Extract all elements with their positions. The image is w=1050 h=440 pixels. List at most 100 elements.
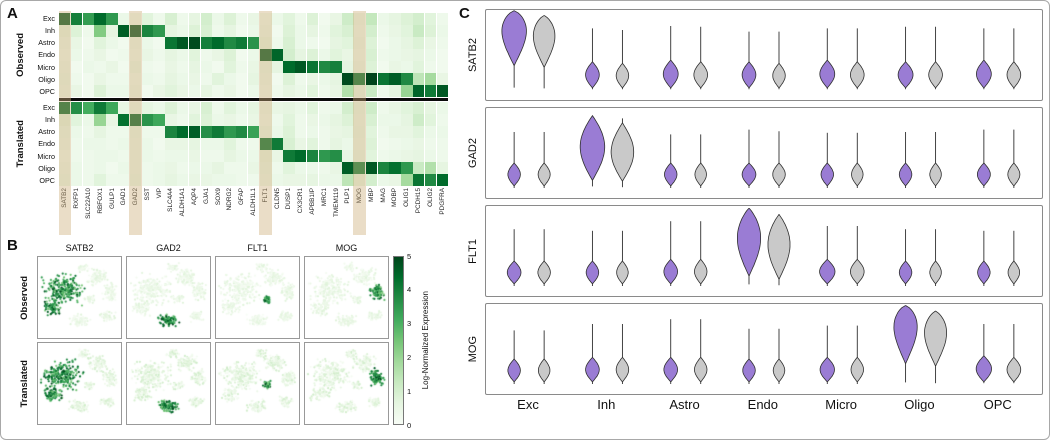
heatmap-row-label: Micro (37, 62, 55, 72)
heatmap-cell (200, 150, 212, 162)
heatmap-cell (295, 162, 307, 174)
heatmap-cell (424, 126, 437, 138)
heatmap-cell (177, 150, 189, 162)
heatmap-cell (188, 61, 201, 73)
gene-column-cell: FLT1 (259, 188, 271, 234)
heatmap-cell (212, 73, 224, 85)
heatmap-cell (70, 85, 83, 97)
heatmap-cell (141, 85, 153, 97)
gene-column-label: MOBP (391, 188, 399, 207)
heatmap-cell (424, 114, 437, 126)
heatmap-cell (318, 37, 330, 49)
heatmap-cell (200, 114, 212, 126)
heatmap-cell (177, 138, 189, 150)
umap-canvas (216, 257, 299, 338)
heatmap-cell (236, 102, 248, 114)
gene-column-label: APBB1IP (308, 188, 316, 215)
heatmap-cell (59, 25, 71, 37)
violin-body (663, 259, 679, 284)
umap-canvas (38, 343, 121, 424)
heatmap-cell (188, 138, 201, 150)
violin-body (849, 61, 865, 88)
heatmap-cell (212, 174, 224, 186)
heatmap-cell (424, 162, 437, 174)
heatmap-cell (59, 162, 71, 174)
heatmap-cell (59, 138, 71, 150)
heatmap-cell (424, 138, 437, 150)
gene-column-label: SST (143, 188, 151, 201)
gene-column-label: RXFP1 (73, 188, 81, 209)
heatmap-cell (212, 37, 224, 49)
heatmap-cell (247, 114, 260, 126)
heatmap-cell (295, 13, 307, 25)
heatmap-cell (306, 114, 319, 126)
heatmap-cell (330, 126, 342, 138)
violin-body (929, 162, 942, 186)
gene-column-cell: GFAP (236, 188, 248, 234)
heatmap-cell (177, 49, 189, 61)
gene-column-label: NDRG2 (226, 188, 234, 211)
heatmap-cell (106, 102, 118, 114)
heatmap-cell (436, 174, 448, 186)
heatmap-cell (295, 85, 307, 97)
heatmap-cell (118, 85, 130, 97)
heatmap-cell (212, 61, 224, 73)
heatmap-cell (401, 114, 413, 126)
heatmap-cell (59, 150, 71, 162)
gene-column-cell: GJA1 (200, 188, 212, 234)
heatmap-cell (283, 174, 295, 186)
heatmap-cell (271, 25, 283, 37)
violin-body (929, 260, 942, 284)
x-axis-label-endo: Endo (747, 397, 779, 412)
heatmap-cell (354, 49, 366, 61)
heatmap-cell (141, 138, 153, 150)
heatmap-cell (271, 85, 283, 97)
heatmap-row-labels-observed: Exc Inh Astro Endo Micro Oligo OPC (29, 13, 57, 97)
violin-body (579, 115, 606, 181)
heatmap-cell (354, 162, 366, 174)
heatmap-cell (247, 126, 260, 138)
heatmap-cell (118, 61, 130, 73)
heatmap-cell (401, 85, 413, 97)
violin-body (897, 61, 914, 88)
gene-column-label: GAD2 (132, 188, 140, 206)
violin-body (772, 63, 786, 88)
heatmap-cell (106, 49, 118, 61)
heatmap-cell (401, 73, 413, 85)
gene-column-cell: TMEM119 (330, 188, 342, 234)
heatmap-row-label: Oligo (38, 74, 55, 84)
heatmap-cell (236, 150, 248, 162)
violin-row-mog (485, 303, 1043, 395)
heatmap-cell (224, 25, 236, 37)
heatmap-cell (153, 126, 165, 138)
heatmap-cell (342, 73, 354, 85)
heatmap-cell (141, 61, 153, 73)
heatmap-cell (389, 73, 401, 85)
heatmap-cell (306, 102, 319, 114)
heatmap-cell (177, 13, 189, 25)
heatmap-cell (165, 162, 177, 174)
gene-column-label: PCDH15 (415, 188, 423, 214)
heatmap-cell (436, 13, 448, 25)
violin-gene-label-text: FLT1 (467, 238, 479, 264)
violin-body (615, 357, 630, 382)
heatmap-cell (342, 61, 354, 73)
heatmap-cell (389, 138, 401, 150)
heatmap-cell (153, 49, 165, 61)
heatmap-cell (413, 126, 425, 138)
colorbar-tick: 1 (407, 386, 412, 396)
heatmap-cell (401, 102, 413, 114)
x-axis-label-exc: Exc (517, 397, 539, 412)
gene-column-cell: SLC22A10 (83, 188, 95, 234)
heatmap-cell (236, 174, 248, 186)
gene-column-cell: PCDH15 (413, 188, 425, 234)
heatmap-cell (118, 25, 130, 37)
gene-column-cell: SATB2 (59, 188, 71, 234)
heatmap-cell (106, 174, 118, 186)
heatmap-cell (354, 13, 366, 25)
heatmap-cell (236, 25, 248, 37)
heatmap-cell (177, 85, 189, 97)
heatmap-cell (365, 150, 378, 162)
heatmap-cell (318, 61, 330, 73)
heatmap-cell (165, 61, 177, 73)
